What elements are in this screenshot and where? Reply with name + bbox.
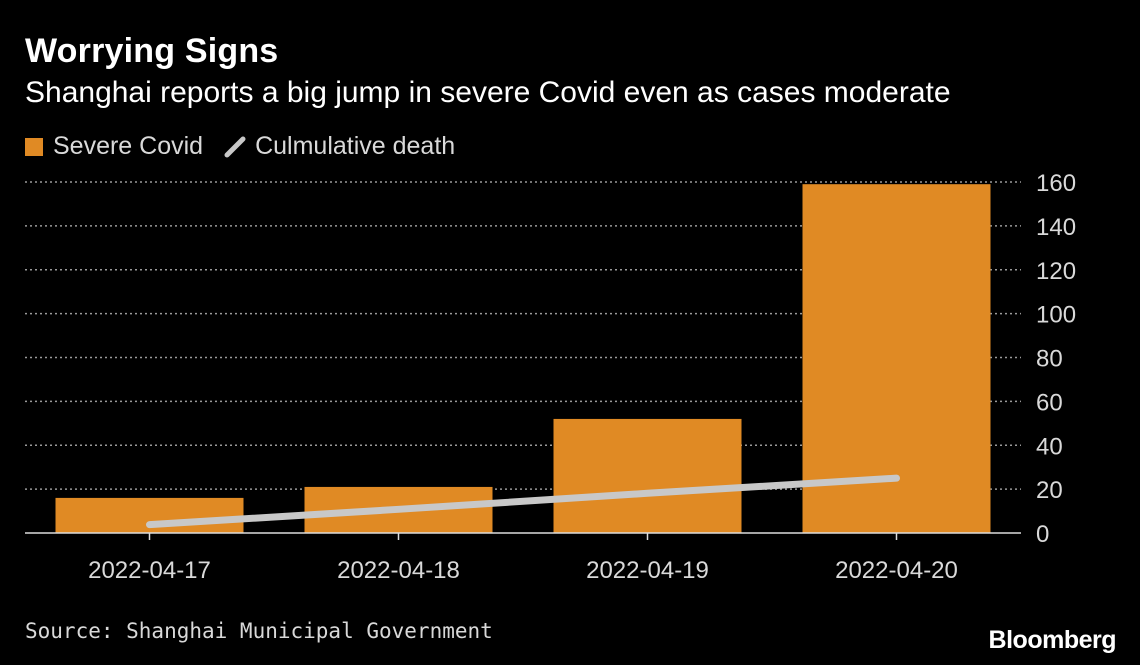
x-tick-label: 2022-04-18: [337, 557, 460, 584]
bloomberg-logo: Bloomberg: [988, 626, 1117, 654]
legend: Severe Covid Culmulative death: [25, 132, 475, 161]
y-tick-label: 80: [1036, 346, 1063, 373]
x-tick-label: 2022-04-19: [586, 557, 709, 584]
legend-item-severe-covid: Severe Covid: [25, 132, 203, 161]
x-tick-label: 2022-04-17: [88, 557, 211, 584]
y-tick-label: 20: [1036, 477, 1063, 504]
legend-label-cumulative-death: Culmulative death: [255, 132, 456, 160]
y-tick-label: 140: [1036, 214, 1076, 241]
y-tick-label: 60: [1036, 389, 1063, 416]
cumulative-death-line: [146, 474, 900, 529]
y-tick-label: 0: [1036, 521, 1049, 548]
square-swatch-icon: [25, 137, 43, 156]
slash-line-icon: [224, 136, 246, 157]
bar: [553, 418, 742, 533]
legend-label-severe-covid: Severe Covid: [53, 132, 204, 160]
x-tick-label: 2022-04-20: [835, 557, 958, 584]
y-tick-label: 100: [1036, 302, 1076, 329]
y-tick-label: 120: [1036, 258, 1076, 285]
chart-title: Worrying Signs: [25, 32, 279, 70]
source-note: Source: Shanghai Municipal Government: [25, 619, 493, 643]
y-tick-label: 160: [1036, 170, 1076, 197]
legend-item-cumulative-death: Culmulative death: [223, 132, 455, 161]
chart-subtitle: Shanghai reports a big jump in severe Co…: [25, 76, 951, 109]
y-tick-label: 40: [1036, 433, 1063, 460]
